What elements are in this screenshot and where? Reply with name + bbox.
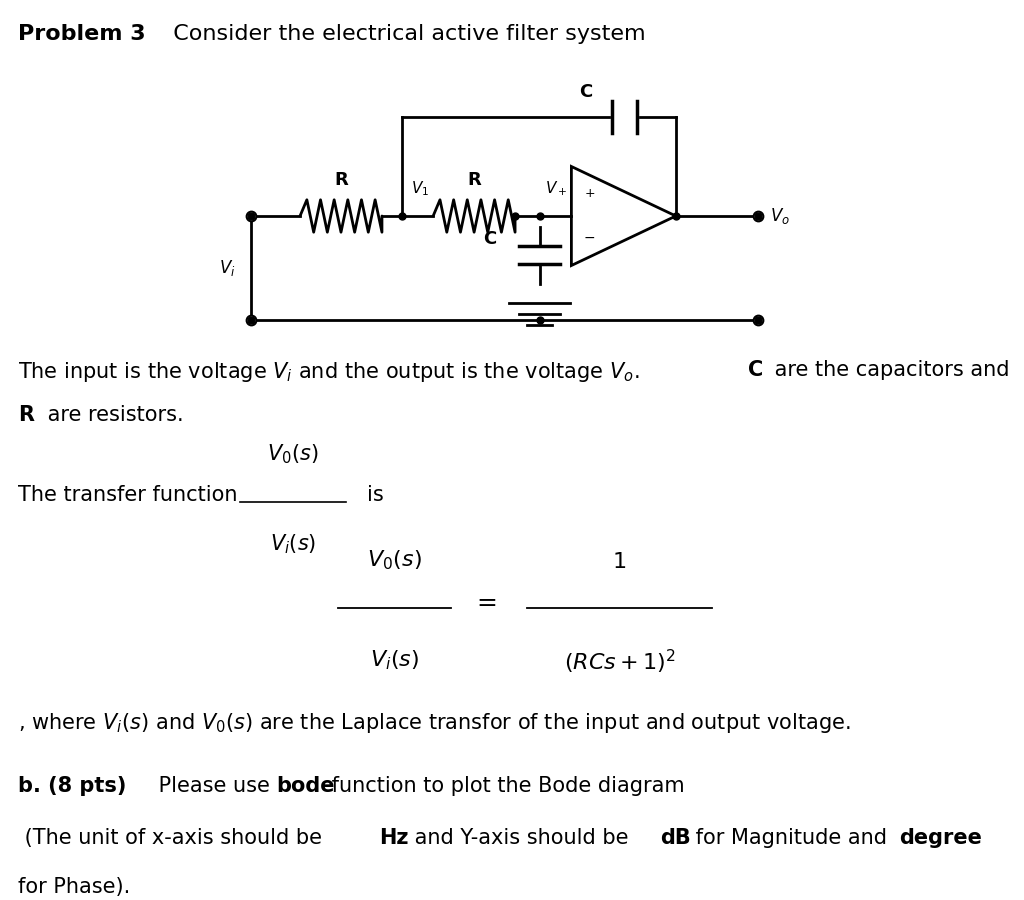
Text: function to plot the Bode diagram: function to plot the Bode diagram [325, 776, 684, 796]
Text: $(RCs + 1)^2$: $(RCs + 1)^2$ [563, 648, 676, 676]
Text: The transfer function: The transfer function [18, 485, 238, 505]
Text: R: R [18, 405, 35, 425]
Text: is: is [367, 485, 383, 505]
Text: 1: 1 [612, 552, 627, 572]
Text: bode: bode [276, 776, 335, 796]
Text: and Y-axis should be: and Y-axis should be [408, 828, 635, 848]
Text: $V_o$: $V_o$ [770, 206, 790, 226]
Text: −: − [584, 231, 596, 246]
Text: $V_1$: $V_1$ [411, 179, 429, 198]
Text: +: + [585, 187, 595, 200]
Text: , where $V_i(s)$ and $V_0(s)$ are the Laplace transfor of the input and output v: , where $V_i(s)$ and $V_0(s)$ are the La… [18, 711, 851, 735]
Text: (The unit of x-axis should be: (The unit of x-axis should be [18, 828, 329, 848]
Text: Consider the electrical active filter system: Consider the electrical active filter sy… [159, 24, 645, 44]
Text: $V_0(s)$: $V_0(s)$ [367, 548, 422, 572]
Text: $V_i$: $V_i$ [219, 257, 236, 278]
Text: $V_+$: $V_+$ [545, 179, 567, 198]
Text: for Magnitude and: for Magnitude and [689, 828, 894, 848]
Text: are the capacitors and: are the capacitors and [768, 360, 1010, 380]
Text: $V_i(s)$: $V_i(s)$ [269, 533, 316, 556]
Text: are resistors.: are resistors. [41, 405, 183, 425]
Text: degree: degree [899, 828, 982, 848]
Text: R: R [467, 171, 481, 189]
Text: $V_0(s)$: $V_0(s)$ [267, 443, 318, 466]
Text: $V_i(s)$: $V_i(s)$ [370, 648, 419, 671]
Text: The input is the voltage $V_i$ and the output is the voltage $V_o$.: The input is the voltage $V_i$ and the o… [18, 360, 642, 384]
Text: Hz: Hz [379, 828, 409, 848]
Text: C: C [748, 360, 763, 380]
Text: Please use: Please use [152, 776, 276, 796]
Text: C: C [580, 83, 592, 101]
Text: for Phase).: for Phase). [18, 877, 131, 896]
Text: dB: dB [660, 828, 691, 848]
Text: Problem 3: Problem 3 [18, 24, 146, 44]
Text: b. (8 pts): b. (8 pts) [18, 776, 127, 796]
Text: C: C [483, 230, 497, 248]
Text: R: R [334, 171, 348, 189]
Text: =: = [476, 591, 497, 615]
